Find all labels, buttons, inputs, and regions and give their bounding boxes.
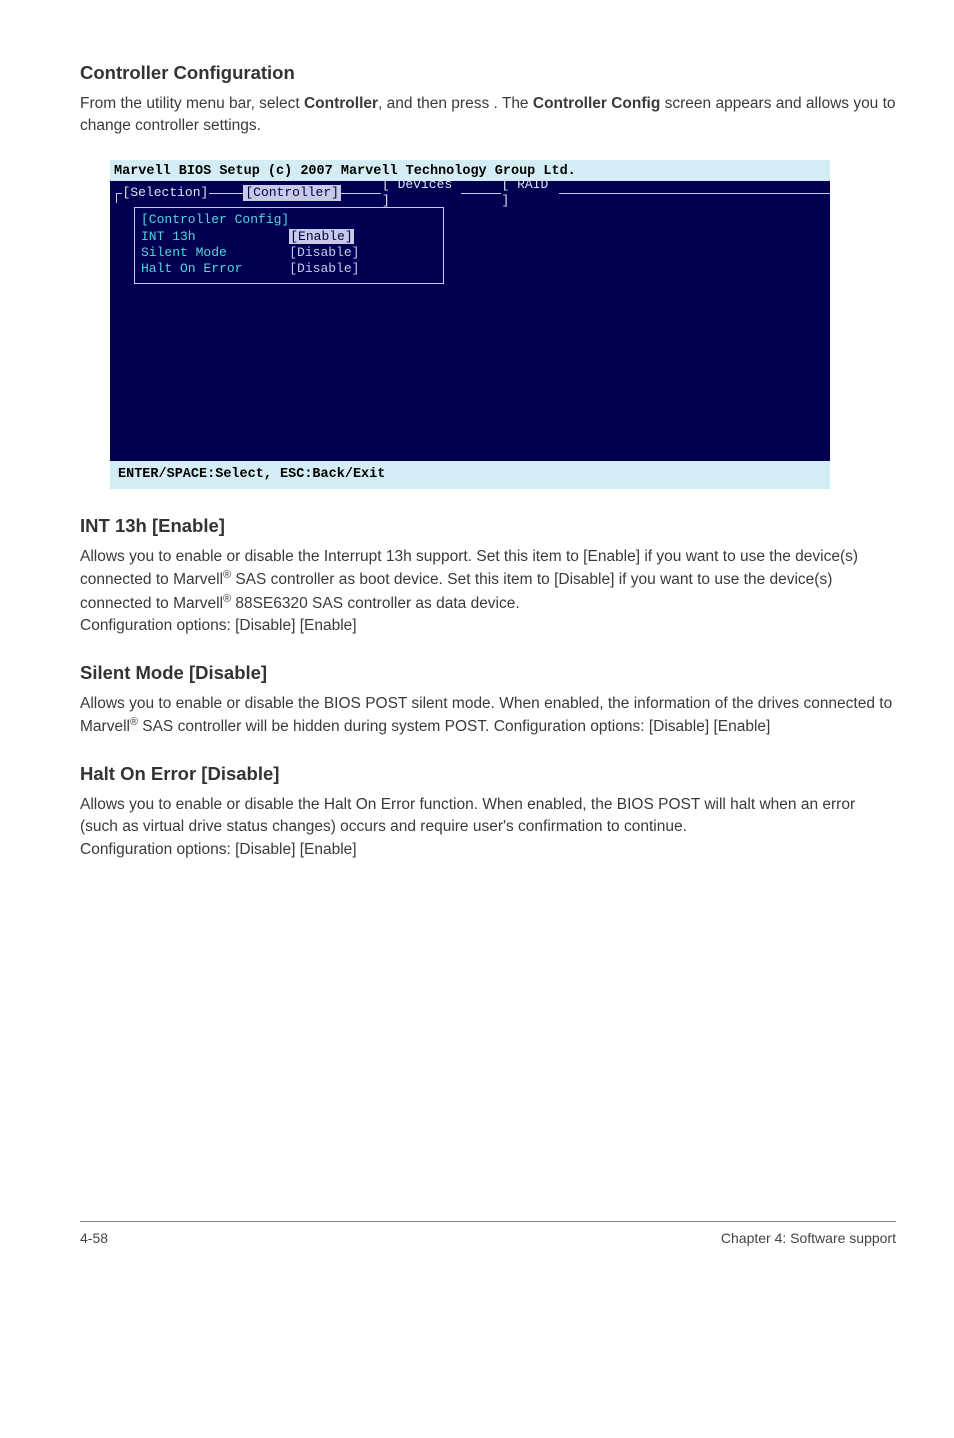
box-corner-icon <box>116 193 122 203</box>
section-int13h: INT 13h [Enable] Allows you to enable or… <box>80 513 896 638</box>
bios-row-halt: Halt On Error [Disable] <box>141 261 437 277</box>
row-label: Silent Mode <box>141 245 227 260</box>
heading-halt-on-error: Halt On Error [Disable] <box>80 761 896 788</box>
para-int13h: Allows you to enable or disable the Inte… <box>80 546 896 638</box>
footer-left: 4-58 <box>80 1228 108 1248</box>
row-val-active: [Enable] <box>289 229 353 244</box>
footer-right: Chapter 4: Software support <box>721 1228 896 1248</box>
heading-controller-config: Controller Configuration <box>80 60 896 87</box>
hline-icon <box>559 193 830 194</box>
para-silent-mode: Allows you to enable or disable the BIOS… <box>80 693 896 739</box>
row-spacer <box>227 245 289 260</box>
tab-controller-active: [Controller] <box>243 185 341 201</box>
page-footer: 4-58 Chapter 4: Software support <box>80 1221 896 1248</box>
row-val: [Disable] <box>289 261 359 276</box>
bios-tab-row: [Selection] [Controller] [ Devices ] [ R… <box>110 185 830 201</box>
section-controller-config: Controller Configuration From the utilit… <box>80 60 896 138</box>
bios-screen: [Selection] [Controller] [ Devices ] [ R… <box>110 181 830 461</box>
hline-icon <box>341 193 381 194</box>
tab-selection: [Selection] <box>122 185 210 201</box>
section-silent-mode: Silent Mode [Disable] Allows you to enab… <box>80 660 896 739</box>
bios-inner-box: [Controller Config] INT 13h [Enable] Sil… <box>134 207 444 284</box>
tab-devices: [ Devices ] <box>381 177 461 210</box>
bios-row-int13h: INT 13h [Enable] <box>141 229 437 245</box>
hline-icon <box>461 193 501 194</box>
section-halt-on-error: Halt On Error [Disable] Allows you to en… <box>80 761 896 861</box>
heading-silent-mode: Silent Mode [Disable] <box>80 660 896 687</box>
hline-icon <box>209 193 243 194</box>
bios-screenshot: Marvell BIOS Setup (c) 2007 Marvell Tech… <box>110 160 830 489</box>
bios-row-silent: Silent Mode [Disable] <box>141 245 437 261</box>
bios-footer: ENTER/SPACE:Select, ESC:Back/Exit <box>110 461 830 489</box>
row-val: [Disable] <box>289 245 359 260</box>
row-spacer <box>242 261 289 276</box>
heading-int13h: INT 13h [Enable] <box>80 513 896 540</box>
bios-caption: Marvell BIOS Setup (c) 2007 Marvell Tech… <box>110 160 830 182</box>
tab-raid: [ RAID ] <box>501 177 559 210</box>
row-spacer <box>196 229 290 244</box>
para-controller-config: From the utility menu bar, select Contro… <box>80 93 896 138</box>
row-label: Halt On Error <box>141 261 242 276</box>
bios-box-title: [Controller Config] <box>141 212 437 228</box>
row-label: INT 13h <box>141 229 196 244</box>
para-halt-on-error: Allows you to enable or disable the Halt… <box>80 794 896 861</box>
